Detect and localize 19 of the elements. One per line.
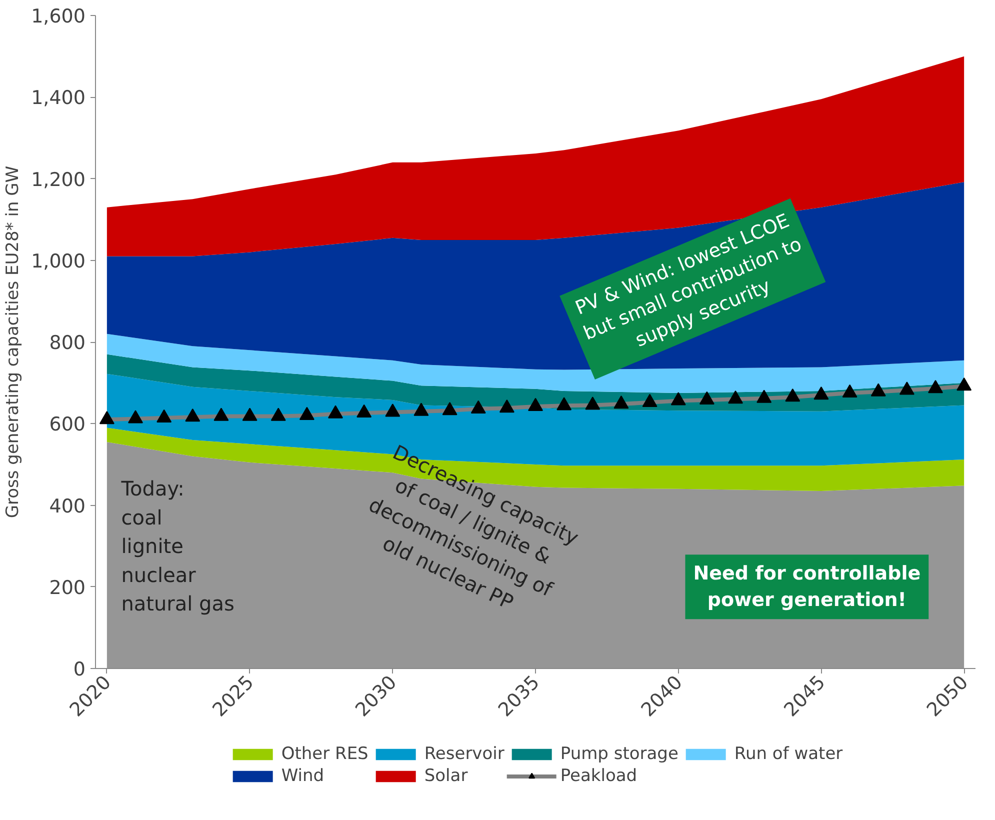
legend-label: Peakload: [560, 766, 638, 786]
y-tick-label: 400: [49, 495, 86, 518]
y-tick-label: 1,400: [31, 87, 86, 110]
y-tick-label: 0: [73, 658, 86, 680]
y-tick-label: 1,200: [31, 168, 86, 191]
legend-label: Other RES: [281, 744, 368, 764]
y-tick-label: 1,600: [31, 6, 86, 28]
legend-label: Run of water: [734, 744, 843, 764]
legend-label: Reservoir: [424, 744, 504, 764]
y-tick-label: 800: [49, 332, 86, 354]
y-axis-title: Gross generating capacities EU28* in GW: [3, 166, 24, 518]
legend-label: Wind: [281, 766, 324, 786]
annotation: Need for controllable power generation!: [693, 562, 921, 612]
legend-label: Solar: [424, 766, 468, 786]
annotation: Today: coal lignite nuclear natural gas: [120, 476, 234, 616]
y-tick-label: 600: [49, 414, 86, 436]
legend-label: Pump storage: [560, 744, 678, 764]
y-tick-label: 1,000: [31, 250, 86, 272]
y-tick-label: 200: [49, 576, 86, 599]
